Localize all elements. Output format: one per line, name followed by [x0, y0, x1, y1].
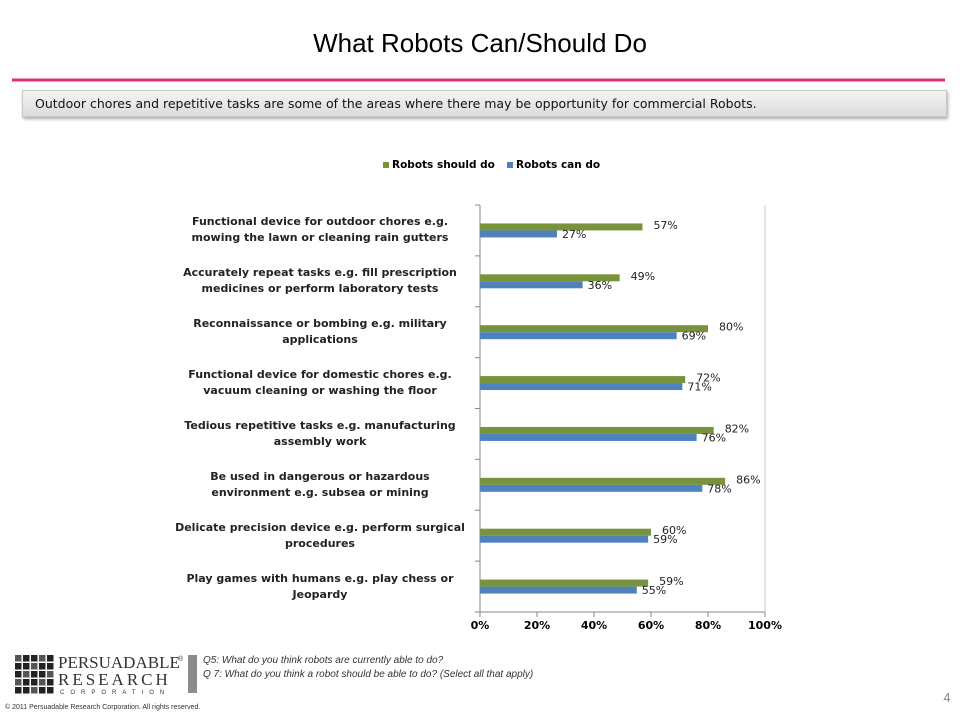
x-tick-label: 40% [581, 619, 607, 632]
category-label: Be used in dangerous or hazardous enviro… [210, 469, 430, 499]
value-label: 55% [642, 584, 666, 597]
logo-square [23, 671, 30, 678]
value-label: 86% [736, 473, 760, 486]
logo-square [39, 663, 46, 670]
bar [480, 325, 708, 333]
value-label: 27% [562, 228, 586, 241]
logo-text: CORPORATION [60, 690, 170, 696]
bar [480, 579, 649, 587]
copyright: © 2011 Persuadable Research Corporation.… [5, 703, 200, 711]
x-tick-label: 80% [695, 619, 721, 632]
logo-square [23, 655, 30, 662]
bar [480, 426, 714, 434]
x-tick-label: 100% [748, 619, 782, 632]
category-label: Delicate precision device e.g. perform s… [175, 520, 465, 550]
bar [480, 484, 703, 492]
slide-title: What Robots Can/Should Do [313, 28, 647, 58]
bar [480, 332, 677, 340]
category-label: Functional device for domestic chores e.… [188, 368, 452, 398]
legend-label: Robots should do [392, 159, 495, 171]
value-label: 60% [662, 524, 686, 537]
bar [480, 535, 649, 543]
logo-square [31, 679, 38, 686]
logo-square [31, 687, 38, 694]
value-label: 59% [659, 575, 683, 588]
logo-square [15, 671, 22, 678]
logo-square [15, 663, 22, 670]
logo-square [39, 655, 46, 662]
question: Q 7: What do you think a robot should be… [203, 669, 533, 680]
legend-swatch [383, 162, 389, 168]
x-tick-label: 0% [471, 619, 490, 632]
bar [480, 383, 683, 391]
value-label: 59% [653, 533, 677, 546]
logo-square [39, 687, 46, 694]
logo-square [31, 655, 38, 662]
legend-swatch [507, 162, 513, 168]
bar [480, 281, 583, 289]
bar [480, 433, 697, 441]
logo-text: RESEARCH [58, 670, 171, 689]
value-label: 71% [687, 381, 711, 394]
bar [480, 586, 637, 594]
logo-square [23, 663, 30, 670]
logo-square [31, 663, 38, 670]
category-label: Functional device for outdoor chores e.g… [191, 215, 449, 245]
bar [480, 376, 686, 384]
logo-square [15, 687, 22, 694]
logo-square [39, 671, 46, 678]
bar [480, 528, 651, 536]
logo-square [23, 679, 30, 686]
category-label: Reconnaissance or bombing e.g. military … [193, 317, 447, 347]
logo-mark: ® [178, 655, 184, 663]
x-tick-label: 20% [524, 619, 550, 632]
bar [480, 274, 620, 282]
logo-square [47, 687, 54, 694]
category-label: Tedious repetitive tasks e.g. manufactur… [184, 418, 456, 448]
value-label: 69% [682, 330, 706, 343]
value-label: 78% [707, 482, 731, 495]
value-label: 80% [719, 321, 743, 334]
value-label: 82% [725, 422, 749, 435]
logo-square [47, 663, 54, 670]
logo-square [15, 655, 22, 662]
question: Q5: What do you think robots are current… [203, 655, 444, 666]
logo-square [31, 671, 38, 678]
logo-square [47, 655, 54, 662]
banner: Outdoor chores and repetitive tasks are … [22, 90, 947, 117]
value-label: 76% [702, 431, 726, 444]
bar [480, 477, 726, 485]
logo-square [47, 671, 54, 678]
legend-label: Robots can do [516, 159, 600, 171]
value-label: 72% [696, 372, 720, 385]
category-label: Accurately repeat tasks e.g. fill prescr… [183, 266, 457, 296]
logo-square [47, 679, 54, 686]
logo-square [39, 679, 46, 686]
logo-text: PERSUADABLE [58, 653, 180, 672]
page-number: 4 [943, 690, 950, 705]
value-label: 36% [588, 279, 612, 292]
logo-square [23, 687, 30, 694]
value-label: 57% [653, 219, 677, 232]
footer-bar [188, 655, 197, 693]
logo-square [15, 679, 22, 686]
bar [480, 230, 557, 238]
category-label: Play games with humans e.g. play chess o… [186, 571, 454, 601]
x-tick-label: 60% [638, 619, 664, 632]
value-label: 49% [631, 270, 655, 283]
bar [480, 223, 643, 231]
